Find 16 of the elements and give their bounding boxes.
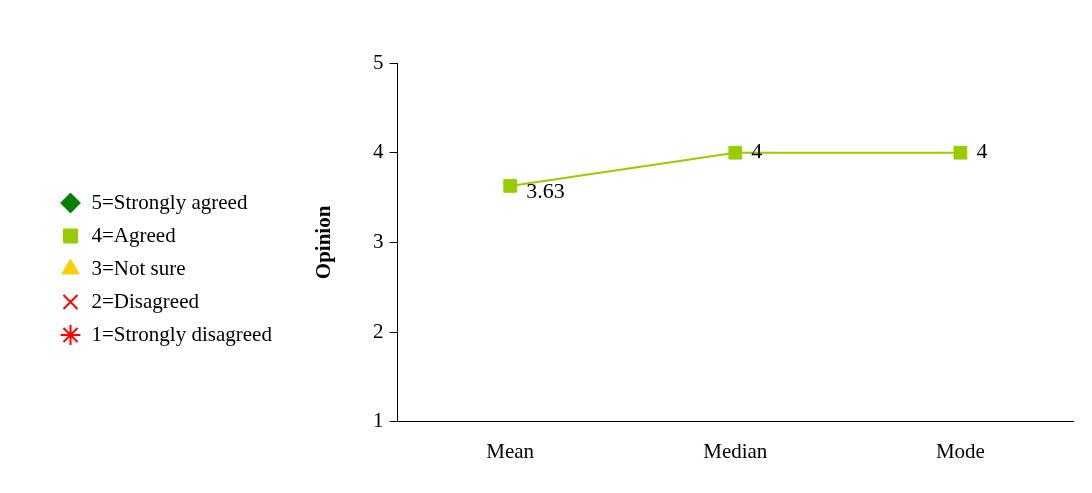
legend-label: 5=Strongly agreed: [91, 189, 248, 214]
x-tick-label: Median: [703, 438, 768, 463]
x-tick-label: Mean: [486, 438, 535, 463]
legend-label: 2=Disagreed: [91, 288, 200, 313]
legend-label: 1=Strongly disagreed: [91, 321, 273, 346]
y-tick-label: 5: [373, 49, 384, 74]
y-tick-label: 3: [373, 228, 384, 253]
x-tick-label: Mode: [935, 438, 985, 463]
legend-label: 4=Agreed: [91, 222, 177, 247]
data-label: 3.63: [526, 177, 565, 203]
legend-label: 3=Not sure: [91, 255, 186, 280]
y-tick-label: 4: [373, 139, 385, 164]
y-tick-label: 2: [373, 318, 384, 343]
y-axis-title: Opinion: [310, 205, 335, 280]
data-label: 4: [976, 138, 988, 164]
y-tick-label: 1: [373, 408, 384, 433]
